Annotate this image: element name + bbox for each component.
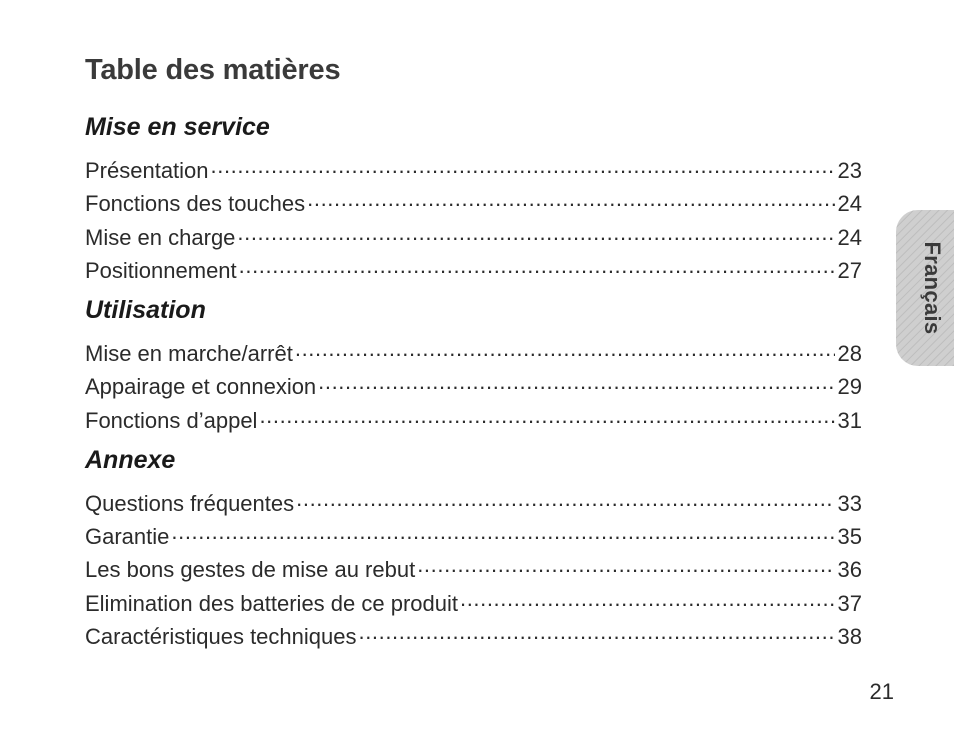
toc-entry-appairage[interactable]: Appairage et connexion 29 (85, 368, 862, 399)
dot-leader (307, 185, 834, 211)
dot-leader (239, 252, 835, 278)
toc-entry-page: 24 (837, 191, 862, 216)
toc-entry-caracteristiques[interactable]: Caractéristiques techniques 38 (85, 618, 862, 649)
page-number: 21 (869, 679, 894, 704)
toc-entry-page: 36 (837, 557, 862, 582)
toc-entry-questions-frequentes[interactable]: Questions fréquentes 33 (85, 485, 862, 516)
toc-entry-label: Appairage et connexion (85, 374, 317, 399)
toc-entry-page: 27 (837, 258, 862, 283)
dot-leader (171, 518, 834, 544)
dot-leader (211, 152, 835, 178)
toc-entry-label: Questions fréquentes (85, 491, 295, 516)
toc-entry-presentation[interactable]: Présentation 23 (85, 152, 862, 183)
toc-entry-garantie[interactable]: Garantie 35 (85, 518, 862, 549)
toc-entry-elimination-batteries[interactable]: Elimination des batteries de ce produit … (85, 585, 862, 616)
dot-leader (318, 368, 834, 394)
language-label: Français (920, 241, 945, 335)
toc-entry-label: Présentation (85, 158, 209, 183)
toc-entry-label: Garantie (85, 524, 170, 549)
toc-entry-positionnement[interactable]: Positionnement 27 (85, 252, 862, 283)
toc-entry-fonctions-des-touches[interactable]: Fonctions des touches 24 (85, 185, 862, 216)
toc-entry-page: 38 (837, 624, 862, 649)
dot-leader (417, 551, 834, 577)
section-heading: Mise en service (85, 113, 270, 141)
toc-entry-bons-gestes[interactable]: Les bons gestes de mise au rebut 36 (85, 551, 862, 582)
toc-entry-label: Fonctions des touches (85, 191, 306, 216)
toc-entry-page: 31 (837, 408, 862, 433)
toc-entry-page: 37 (837, 591, 862, 616)
page-title: Table des matières (85, 54, 341, 86)
toc-entry-label: Mise en marche/arrêt (85, 341, 293, 366)
dot-leader (296, 485, 834, 511)
section-heading: Utilisation (85, 296, 206, 324)
toc-entry-label: Elimination des batteries de ce produit (85, 591, 458, 616)
dot-leader (259, 402, 834, 428)
toc-entry-label: Caractéristiques techniques (85, 624, 357, 649)
toc-entry-mise-en-marche[interactable]: Mise en marche/arrêt 28 (85, 335, 862, 366)
dot-leader (237, 219, 834, 245)
toc-entry-page: 24 (837, 225, 862, 250)
toc-entry-page: 33 (837, 491, 862, 516)
toc-entry-label: Positionnement (85, 258, 237, 283)
toc-entry-label: Les bons gestes de mise au rebut (85, 557, 416, 582)
toc-entry-page: 28 (837, 341, 862, 366)
toc-entry-page: 35 (837, 524, 862, 549)
toc-entry-page: 29 (837, 374, 862, 399)
dot-leader (295, 335, 835, 361)
toc-entry-fonctions-appel[interactable]: Fonctions d’appel 31 (85, 402, 862, 433)
dot-leader (460, 585, 835, 611)
language-tab: Français (896, 210, 954, 366)
toc-entry-mise-en-charge[interactable]: Mise en charge 24 (85, 219, 862, 250)
toc-entry-label: Fonctions d’appel (85, 408, 258, 433)
tab-hatch-pattern (896, 210, 954, 366)
dot-leader (358, 618, 834, 644)
toc-entry-label: Mise en charge (85, 225, 236, 250)
toc-entry-page: 23 (837, 158, 862, 183)
section-heading: Annexe (85, 446, 176, 474)
